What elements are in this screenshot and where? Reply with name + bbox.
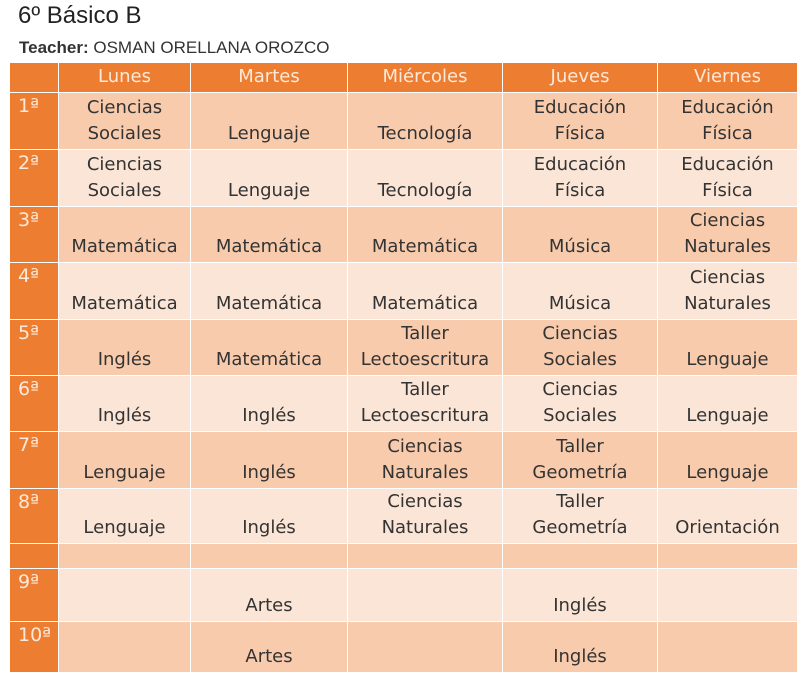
day-header: Lunes bbox=[58, 62, 191, 93]
class-cell: Ciencias Naturales bbox=[657, 262, 798, 320]
class-cell: Inglés bbox=[502, 621, 658, 673]
class-cell: Ciencias Naturales bbox=[657, 206, 798, 263]
period-label bbox=[9, 543, 59, 569]
class-cell: Lenguaje bbox=[58, 488, 191, 544]
period-label: 2ª bbox=[9, 149, 59, 207]
class-cell: Lenguaje bbox=[657, 319, 798, 376]
day-header: Jueves bbox=[502, 62, 658, 93]
period-row: 5ª Inglés Matemática Taller Lectoescritura C… bbox=[9, 319, 798, 376]
period-label: 4ª bbox=[9, 262, 59, 320]
class-cell: Inglés bbox=[190, 375, 348, 432]
day-header: Miércoles bbox=[347, 62, 503, 93]
class-cell bbox=[657, 543, 798, 569]
period-label: 6ª bbox=[9, 375, 59, 432]
period-label: 8ª bbox=[9, 488, 59, 544]
schedule-table: Lunes Martes Miércoles Jueves Viernes 1ª Cien… bbox=[9, 62, 798, 673]
class-cell: Ciencias Sociales bbox=[502, 319, 658, 376]
class-cell bbox=[190, 543, 348, 569]
class-cell: Ciencias Naturales bbox=[347, 488, 503, 544]
class-cell: Ciencias Sociales bbox=[58, 149, 191, 207]
class-cell: Taller Geometría bbox=[502, 431, 658, 489]
class-cell: Lenguaje bbox=[657, 375, 798, 432]
teacher-line: Teacher: OSMAN ORELLANA OROZCO bbox=[19, 38, 330, 58]
class-cell: Música bbox=[502, 262, 658, 320]
class-cell bbox=[502, 543, 658, 569]
corner-cell bbox=[9, 62, 59, 93]
class-cell: Inglés bbox=[190, 431, 348, 489]
period-label: 7ª bbox=[9, 431, 59, 489]
period-row: 4ª Matemática Matemática Matemática Música Ci… bbox=[9, 262, 798, 320]
period-label: 3ª bbox=[9, 206, 59, 263]
class-cell: Inglés bbox=[502, 568, 658, 622]
class-cell: Orientación bbox=[657, 488, 798, 544]
period-label: 9ª bbox=[9, 568, 59, 622]
period-label: 5ª bbox=[9, 319, 59, 376]
period-row: 8ª Lenguaje Inglés Ciencias Naturales Taller… bbox=[9, 488, 798, 544]
class-cell bbox=[657, 568, 798, 622]
class-cell: Lenguaje bbox=[657, 431, 798, 489]
class-cell bbox=[58, 568, 191, 622]
period-row bbox=[9, 543, 798, 569]
class-cell: Inglés bbox=[58, 319, 191, 376]
teacher-label: Teacher: bbox=[19, 38, 89, 57]
class-cell: Matemática bbox=[58, 206, 191, 263]
class-cell: Matemática bbox=[190, 262, 348, 320]
class-cell bbox=[58, 543, 191, 569]
class-cell: Taller Lectoescritura bbox=[347, 375, 503, 432]
class-cell: Tecnología bbox=[347, 149, 503, 207]
period-row: 1ª Ciencias Sociales Lenguaje Tecnología Edu… bbox=[9, 92, 798, 150]
day-header: Martes bbox=[190, 62, 348, 93]
class-cell bbox=[347, 543, 503, 569]
header-row: Lunes Martes Miércoles Jueves Viernes bbox=[9, 62, 798, 93]
class-cell: Educación Física bbox=[657, 149, 798, 207]
period-row: 9ª Artes Inglés bbox=[9, 568, 798, 622]
class-cell: Lenguaje bbox=[190, 149, 348, 207]
class-cell: Inglés bbox=[58, 375, 191, 432]
day-header: Viernes bbox=[657, 62, 798, 93]
class-cell: Educación Física bbox=[657, 92, 798, 150]
period-row: 7ª Lenguaje Inglés Ciencias Naturales Taller… bbox=[9, 431, 798, 489]
title: 6º Básico B bbox=[18, 2, 142, 29]
period-row: 2ª Ciencias Sociales Lenguaje Tecnología Edu… bbox=[9, 149, 798, 207]
class-cell: Ciencias Naturales bbox=[347, 431, 503, 489]
class-cell: Matemática bbox=[347, 262, 503, 320]
period-row: 3ª Matemática Matemática Matemática Música Ci… bbox=[9, 206, 798, 263]
class-cell: Ciencias Sociales bbox=[58, 92, 191, 150]
class-cell: Artes bbox=[190, 568, 348, 622]
period-label: 1ª bbox=[9, 92, 59, 150]
class-cell: Educación Física bbox=[502, 149, 658, 207]
period-row: 6ª Inglés Inglés Taller Lectoescritura Cienc… bbox=[9, 375, 798, 432]
class-cell: Taller Lectoescritura bbox=[347, 319, 503, 376]
teacher-name: OSMAN ORELLANA OROZCO bbox=[93, 38, 330, 57]
class-cell: Matemática bbox=[347, 206, 503, 263]
class-cell: Artes bbox=[190, 621, 348, 673]
class-cell: Ciencias Sociales bbox=[502, 375, 658, 432]
class-cell: Taller Geometría bbox=[502, 488, 658, 544]
class-cell bbox=[657, 621, 798, 673]
class-cell: Lenguaje bbox=[190, 92, 348, 150]
class-cell: Lenguaje bbox=[58, 431, 191, 489]
class-cell: Matemática bbox=[58, 262, 191, 320]
class-cell: Matemática bbox=[190, 206, 348, 263]
class-cell: Tecnología bbox=[347, 92, 503, 150]
class-cell: Matemática bbox=[190, 319, 348, 376]
period-label: 10ª bbox=[9, 621, 59, 673]
class-cell: Inglés bbox=[190, 488, 348, 544]
class-cell bbox=[347, 568, 503, 622]
class-cell bbox=[58, 621, 191, 673]
class-cell: Música bbox=[502, 206, 658, 263]
period-row: 10ª Artes Inglés bbox=[9, 621, 798, 673]
class-cell bbox=[347, 621, 503, 673]
class-cell: Educación Física bbox=[502, 92, 658, 150]
